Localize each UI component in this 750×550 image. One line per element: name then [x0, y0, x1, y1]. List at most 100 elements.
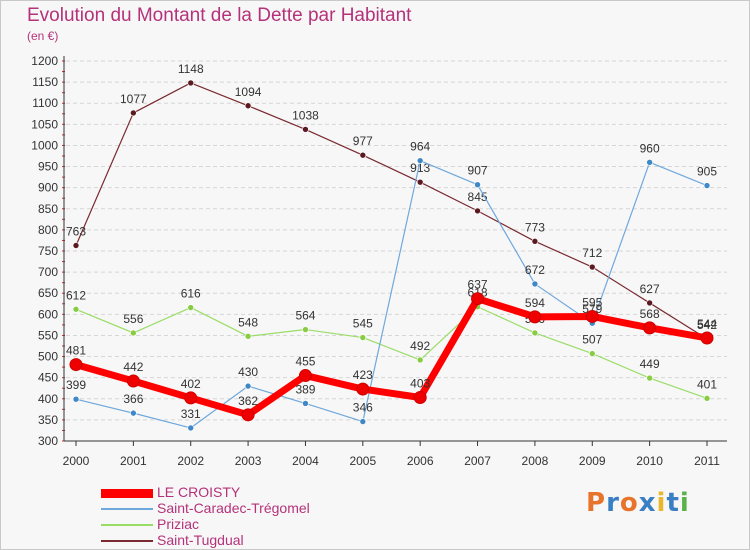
data-label-le-croisty: 455	[295, 355, 315, 369]
data-label-saint-caradec-tregomel: 430	[238, 365, 258, 379]
y-tick-label: 1200	[31, 54, 58, 68]
y-tick-label: 1050	[31, 117, 58, 131]
chart-title: Evolution du Montant de la Dette par Hab…	[27, 5, 412, 26]
y-tick-label: 750	[38, 244, 58, 258]
data-label-le-croisty: 481	[66, 344, 86, 358]
data-point-saint-tugdual	[187, 79, 195, 87]
data-point-priziac	[646, 374, 653, 382]
data-point-saint-tugdual	[474, 207, 481, 215]
y-tick-label: 600	[38, 307, 58, 321]
data-label-le-croisty: 594	[525, 296, 545, 310]
unit-label: (en €)	[27, 29, 59, 43]
data-label-priziac: 401	[697, 377, 717, 391]
data-point-saint-caradec-tregomel	[130, 409, 137, 417]
data-label-priziac: 545	[353, 317, 373, 331]
data-label-priziac: 548	[238, 315, 258, 329]
data-point-le-croisty	[413, 391, 427, 405]
y-tick-label: 700	[38, 265, 58, 279]
legend-swatch	[101, 524, 153, 526]
data-label-le-croisty: 362	[238, 394, 258, 408]
data-label-le-croisty: 403	[410, 377, 430, 391]
legend-item: Saint-Caradec-Trégomel	[101, 500, 401, 517]
series-line-saint-caradec-tregomel	[75, 160, 708, 429]
logo-letter: r	[606, 488, 620, 518]
data-point-le-croisty	[356, 382, 370, 396]
data-label-saint-tugdual: 542	[697, 318, 717, 332]
y-tick-label: 1150	[32, 75, 58, 89]
data-label-saint-tugdual: 712	[582, 246, 602, 260]
x-tick-label: 2002	[177, 454, 204, 468]
data-label-saint-tugdual: 1038	[292, 108, 319, 122]
data-point-priziac	[130, 329, 137, 337]
data-label-priziac: 507	[582, 333, 602, 347]
x-tick-label: 2009	[579, 454, 606, 468]
y-tick-label: 400	[38, 392, 58, 406]
data-label-saint-caradec-tregomel: 331	[181, 407, 201, 421]
series-line-priziac	[75, 306, 708, 399]
x-tick-label: 2006	[407, 454, 434, 468]
data-point-le-croisty	[528, 310, 542, 324]
data-point-priziac	[416, 356, 424, 364]
x-tick-label: 2005	[349, 454, 376, 468]
data-label-saint-caradec-tregomel: 399	[66, 378, 86, 392]
logo-letter: i	[656, 488, 667, 518]
logo-letter: i	[679, 488, 690, 518]
data-point-le-croisty	[298, 369, 312, 383]
data-point-priziac	[703, 395, 711, 402]
data-label-saint-tugdual: 977	[353, 134, 373, 148]
data-label-saint-caradec-tregomel: 672	[525, 263, 545, 277]
data-label-saint-caradec-tregomel: 907	[468, 164, 488, 178]
data-label-saint-caradec-tregomel: 366	[123, 392, 143, 406]
data-label-priziac: 492	[410, 339, 430, 353]
y-tick-label: 300	[38, 434, 58, 448]
x-tick-label: 2000	[63, 454, 90, 468]
data-label-priziac: 449	[640, 357, 660, 371]
data-label-saint-tugdual: 913	[410, 161, 430, 175]
legend-label: Saint-Caradec-Trégomel	[157, 500, 310, 516]
data-point-priziac	[359, 334, 367, 341]
legend-swatch	[101, 508, 153, 510]
y-tick-label: 900	[38, 181, 58, 195]
data-point-le-croisty	[585, 309, 599, 323]
data-label-saint-tugdual: 1148	[178, 62, 204, 76]
y-tick-label: 1100	[32, 96, 58, 110]
data-point-le-croisty	[241, 408, 255, 422]
y-tick-label: 800	[38, 223, 58, 237]
series-line-le-croisty	[75, 295, 708, 419]
data-point-saint-caradec-tregomel	[359, 418, 367, 425]
data-label-saint-caradec-tregomel: 964	[410, 140, 430, 154]
x-tick-label: 2008	[522, 454, 549, 468]
data-label-saint-caradec-tregomel: 389	[295, 382, 315, 396]
legend-item: Saint-Tugdual	[101, 532, 401, 549]
x-tick-label: 2010	[636, 454, 663, 468]
data-label-priziac: 564	[295, 309, 315, 323]
data-label-le-croisty: 442	[123, 360, 143, 374]
y-tick-label: 450	[38, 371, 58, 385]
data-point-saint-caradec-tregomel	[474, 181, 481, 189]
data-point-saint-tugdual	[531, 237, 539, 245]
data-point-priziac	[302, 326, 309, 333]
data-point-priziac	[531, 329, 539, 337]
data-label-le-croisty: 402	[181, 377, 201, 391]
data-point-saint-caradec-tregomel	[302, 400, 309, 407]
x-tick-label: 2003	[235, 454, 262, 468]
data-label-priziac: 616	[181, 287, 201, 301]
y-tick-label: 350	[38, 413, 58, 427]
data-point-saint-tugdual	[302, 126, 309, 133]
legend-swatch	[101, 540, 153, 542]
logo-letter: o	[619, 488, 639, 518]
x-tick-label: 2001	[120, 454, 147, 468]
y-tick-label: 650	[38, 286, 58, 300]
data-point-le-croisty	[643, 321, 657, 335]
data-point-priziac	[72, 305, 80, 313]
legend-item: Priziac	[101, 516, 401, 533]
data-point-priziac	[588, 350, 596, 357]
series-line-saint-tugdual	[75, 82, 708, 340]
data-label-priziac: 612	[66, 288, 86, 302]
data-point-saint-tugdual	[359, 151, 367, 159]
data-point-le-croisty	[69, 358, 83, 372]
data-point-saint-tugdual	[646, 299, 653, 307]
logo-letter: P	[586, 488, 607, 518]
data-label-le-croisty: 595	[582, 295, 602, 309]
